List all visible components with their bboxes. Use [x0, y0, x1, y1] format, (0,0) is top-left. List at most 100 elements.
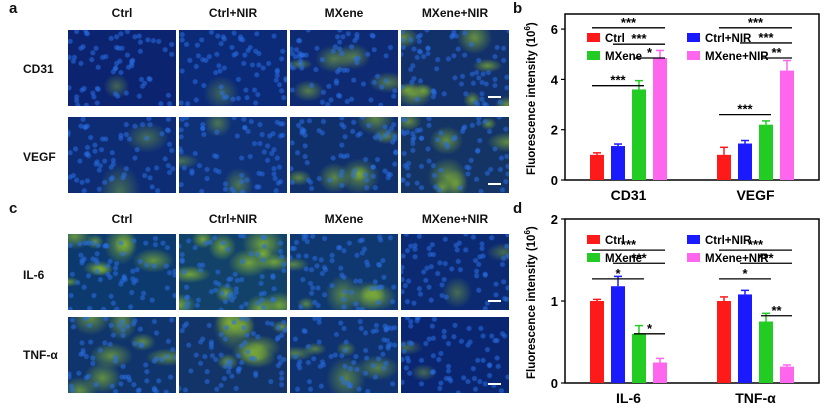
micrograph-il6-mxene-nir — [401, 234, 509, 310]
bar-chart-d: 0 1 2 Fluorescence intensity (106) IL-6 TNF-α… — [523, 212, 820, 406]
legend-swatch — [587, 235, 600, 244]
row-label-il6: IL-6 — [23, 268, 45, 282]
scale-bar — [488, 96, 501, 98]
bar-mxene — [759, 321, 773, 383]
panel-letter-d: d — [513, 200, 523, 217]
significance-label: * — [615, 266, 621, 281]
micrograph-tnf-mxene — [290, 317, 398, 393]
bar-ctrl — [590, 154, 604, 180]
legend-swatch — [687, 51, 700, 60]
micrograph-cd31-ctrl — [68, 30, 176, 106]
column-label-mxene: MXene — [324, 6, 364, 20]
micrograph-il6-ctrl-nir — [179, 234, 287, 310]
y-tick-label: 2 — [551, 212, 558, 227]
micrograph-vegf-ctrl — [68, 117, 176, 193]
legend-label: Ctrl+NIR — [705, 235, 752, 247]
bar-mxene-nir — [780, 70, 794, 180]
micrograph-vegf-ctrl-nir — [179, 117, 287, 193]
micrograph-tnf-ctrl — [68, 317, 176, 393]
significance-label: *** — [758, 30, 774, 45]
bar-ctrl — [717, 154, 731, 180]
micrograph-tnf-ctrl-nir — [179, 317, 287, 393]
panel-letter-a: a — [9, 0, 18, 17]
legend-swatch — [687, 235, 700, 244]
bar-ctrl-nir — [738, 294, 752, 383]
column-label-ctrl-nir: Ctrl+NIR — [208, 6, 258, 20]
significance-label: *** — [610, 73, 626, 88]
legend-label: MXene+NIR — [705, 253, 769, 265]
significance-label: * — [742, 266, 748, 281]
bar-ctrl-nir — [611, 146, 625, 180]
bar-mxene — [632, 333, 646, 383]
legend-label: MXene — [605, 51, 642, 63]
micrograph-tnf-mxene-nir — [401, 317, 509, 393]
micrograph-cd31-mxene — [290, 30, 398, 106]
row-label-cd31: CD31 — [23, 62, 54, 76]
scale-bar — [488, 383, 501, 385]
micrograph-cd31-mxene-nir — [401, 30, 509, 106]
y-tick-label: 1 — [551, 294, 558, 309]
legend-label: Ctrl — [605, 33, 625, 45]
bar-ctrl — [717, 301, 731, 383]
significance-label: *** — [748, 237, 764, 252]
significance-label: *** — [737, 102, 753, 117]
bar-mxene-nir — [653, 362, 667, 383]
column-label-mxene: MXene — [324, 212, 364, 226]
significance-label: ** — [771, 303, 782, 318]
scale-bar — [488, 183, 501, 185]
row-label-tnf: TNF-α — [23, 348, 58, 362]
legend-swatch — [687, 253, 700, 262]
micrograph-cd31-ctrl-nir — [179, 30, 287, 106]
y-tick-label: 6 — [551, 22, 558, 37]
y-tick-label: 2 — [551, 123, 558, 138]
bar-ctrl — [590, 301, 604, 383]
y-tick-label: 4 — [551, 72, 559, 87]
x-category-label: VEGF — [736, 187, 775, 203]
x-category-label: CD31 — [611, 187, 647, 203]
significance-label: ** — [771, 45, 782, 60]
column-label-ctrl: Ctrl — [111, 6, 133, 20]
y-axis-label: Fluorescence intensity (106) — [523, 22, 538, 175]
micrograph-il6-ctrl — [68, 234, 176, 310]
significance-label: * — [647, 45, 653, 60]
column-label-mxene-nir: MXene+NIR — [421, 6, 489, 20]
row-label-vegf: VEGF — [23, 150, 56, 164]
significance-label: * — [647, 321, 653, 336]
micrograph-vegf-mxene-nir — [401, 117, 509, 193]
legend-label: MXene — [605, 253, 642, 265]
y-axis-label: Fluorescence intensity (106) — [523, 226, 538, 379]
bar-mxene-nir — [653, 58, 667, 180]
y-tick-label: 0 — [551, 173, 558, 188]
significance-label: *** — [748, 15, 764, 30]
bar-mxene-nir — [780, 366, 794, 383]
scale-bar — [488, 300, 501, 302]
panel-letter-b: b — [513, 0, 523, 17]
legend-label: Ctrl — [605, 235, 625, 247]
bar-mxene — [759, 124, 773, 180]
legend-label: MXene+NIR — [705, 51, 769, 63]
legend-swatch — [587, 51, 600, 60]
significance-label: *** — [758, 250, 774, 265]
bar-ctrl-nir — [611, 286, 625, 383]
significance-label: *** — [621, 15, 637, 30]
bar-chart-b: 0 2 4 6 Fluorescence intensity (106) CD31 VEGF… — [523, 13, 820, 203]
bar-mxene — [632, 89, 646, 180]
micrograph-il6-mxene — [290, 234, 398, 310]
micrograph-vegf-mxene — [290, 117, 398, 193]
column-label-ctrl-nir: Ctrl+NIR — [208, 212, 258, 226]
legend-swatch — [687, 33, 700, 42]
column-label-mxene-nir: MXene+NIR — [421, 212, 489, 226]
x-category-label: TNF-α — [735, 390, 776, 406]
y-tick-label: 0 — [551, 376, 558, 391]
significance-label: *** — [631, 31, 647, 46]
significance-label: *** — [621, 237, 637, 252]
legend-swatch — [587, 253, 600, 262]
plot-frame — [564, 13, 820, 181]
x-category-label: IL-6 — [616, 390, 641, 406]
column-label-ctrl: Ctrl — [111, 212, 133, 226]
bar-ctrl-nir — [738, 143, 752, 180]
panel-letter-c: c — [9, 200, 18, 217]
legend-label: Ctrl+NIR — [705, 33, 752, 45]
legend-swatch — [587, 33, 600, 42]
significance-label: *** — [631, 250, 647, 265]
